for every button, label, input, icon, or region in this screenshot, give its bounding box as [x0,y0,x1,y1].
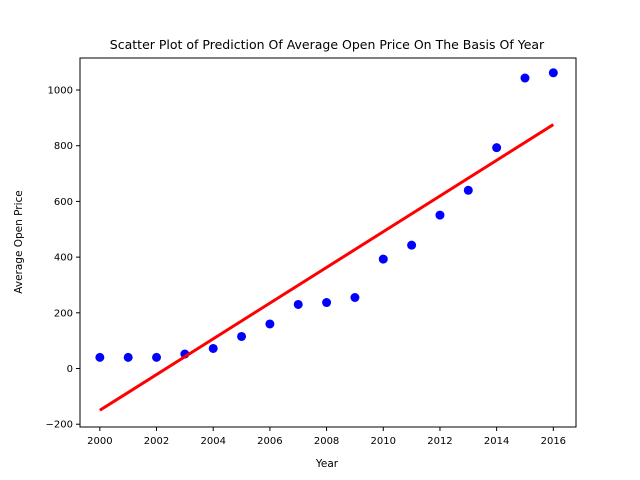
x-axis-label: Year [315,458,339,470]
scatter-point [492,143,502,153]
axes-frame [79,57,577,428]
regression-line [99,123,555,412]
y-tick-label: 0 [67,364,73,375]
scatter-point [435,210,445,220]
y-tick-label: 1000 [48,86,73,97]
y-tick-label: 800 [54,141,73,152]
chart-title: Scatter Plot of Prediction Of Average Op… [110,37,545,52]
x-tick-label: 2008 [314,436,339,447]
scatter-point [407,240,417,250]
y-tick-label: 200 [54,308,73,319]
scatter-point [463,185,473,195]
x-tick-label: 2000 [87,436,112,447]
plot-area: 2000 2002 2004 2006 2008 2010 2012 2014 2016−200… [46,57,577,447]
scatter-point [293,299,303,309]
y-tick-label: 400 [54,253,73,264]
x-tick-label: 2014 [484,436,509,447]
y-tick-label: 600 [54,197,73,208]
scatter-point [548,68,558,78]
scatter-point [520,73,530,83]
scatter-point [378,254,388,264]
scatter-point [123,352,133,362]
x-tick-label: 2012 [427,436,452,447]
x-tick-label: 2004 [200,436,225,447]
y-tick-label: −200 [46,420,73,431]
x-tick-label: 2016 [541,436,566,447]
scatter-point [265,319,275,329]
x-tick-label: 2006 [257,436,282,447]
x-tick-label: 2002 [144,436,169,447]
x-tick-label: 2010 [371,436,396,447]
scatter-point [95,352,105,362]
scatter-point [350,293,360,303]
scatter-point [208,343,218,353]
scatter-point [322,298,332,308]
scatter-point [152,352,162,362]
scatter-point [237,331,247,341]
y-axis-label: Average Open Price [13,190,25,293]
